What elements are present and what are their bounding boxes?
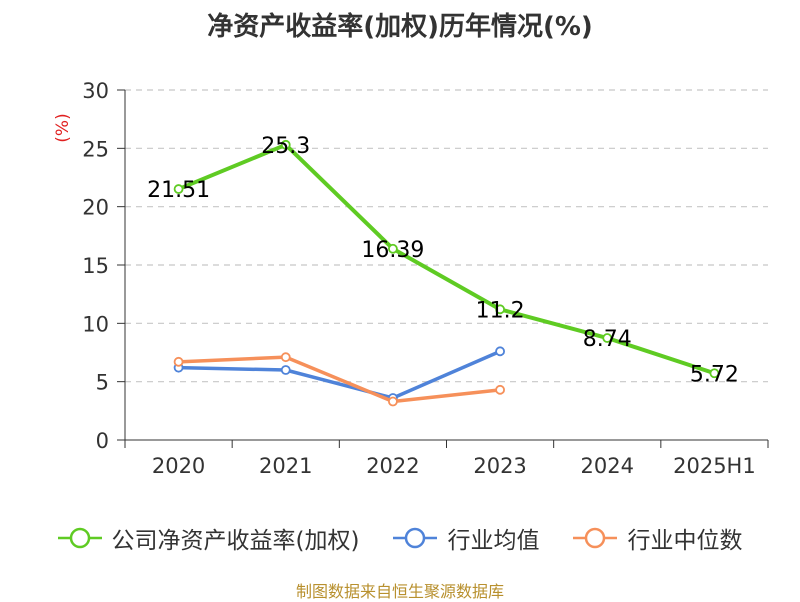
legend-swatch [573, 527, 618, 549]
data-label: 16.39 [361, 238, 424, 263]
x-tick-label: 2020 [152, 454, 205, 478]
data-point [495, 346, 505, 357]
y-tick-label: 30 [82, 79, 109, 103]
y-tick-label: 25 [82, 137, 109, 161]
y-tick-label: 5 [96, 371, 109, 395]
data-label: 25.3 [261, 134, 310, 159]
data-point [173, 184, 184, 194]
data-label: 11.2 [476, 298, 525, 323]
data-point [173, 356, 184, 367]
legend-label: 公司净资产收益率(加权) [111, 528, 360, 554]
y-tick-label: 20 [82, 196, 109, 220]
data-point [602, 333, 613, 343]
series-line-1 [178, 349, 501, 400]
chart-title: 净资产收益率(加权)历年情况(%) [207, 12, 593, 42]
legend-swatch [393, 527, 438, 549]
data-point [495, 384, 505, 395]
y-axis-unit-label: (%) [53, 113, 73, 142]
y-tick-label: 15 [82, 254, 109, 278]
data-point [709, 368, 720, 379]
x-tick-label: 2022 [366, 454, 419, 478]
y-tick-label: 0 [96, 429, 109, 453]
axes: 0 5 10 15 20 25 30 2020 2021 2022 2023 2024 2025H1 [82, 79, 769, 478]
legend-item-2[interactable]: 行业中位数 [573, 521, 742, 555]
data-point [280, 139, 291, 150]
data-labels: 21.51 25.3 16.39 11.2 8.74 5.72 [147, 134, 739, 387]
data-label: 5.72 [690, 362, 739, 387]
grid-lines [125, 89, 768, 383]
source-note: 制图数据来自恒生聚源数据库 [295, 582, 504, 601]
data-point [280, 352, 291, 363]
data-label: 8.74 [583, 327, 632, 352]
x-tick-label: 2021 [259, 454, 312, 478]
data-point [495, 304, 505, 315]
legend-item-1[interactable]: 行业均值 [393, 521, 539, 555]
x-tick-label: 2023 [473, 454, 526, 478]
legend-label: 行业均值 [447, 528, 540, 554]
y-tick-label: 10 [82, 312, 109, 336]
legend-swatch [57, 527, 102, 549]
series-layer [173, 139, 720, 407]
legend: 公司净资产收益率(加权) 行业均值 行业中位数 [0, 518, 800, 558]
x-tick-label: 2024 [581, 454, 634, 478]
data-point [388, 243, 398, 254]
series-line-0 [177, 142, 716, 376]
x-tick-label: 2025H1 [673, 454, 756, 478]
series-line-2 [178, 355, 501, 404]
data-point [280, 365, 291, 375]
legend-item-0[interactable]: 公司净资产收益率(加权) [57, 521, 360, 555]
data-label: 21.51 [147, 178, 210, 203]
legend-label: 行业中位数 [627, 528, 743, 554]
data-point [388, 396, 398, 407]
